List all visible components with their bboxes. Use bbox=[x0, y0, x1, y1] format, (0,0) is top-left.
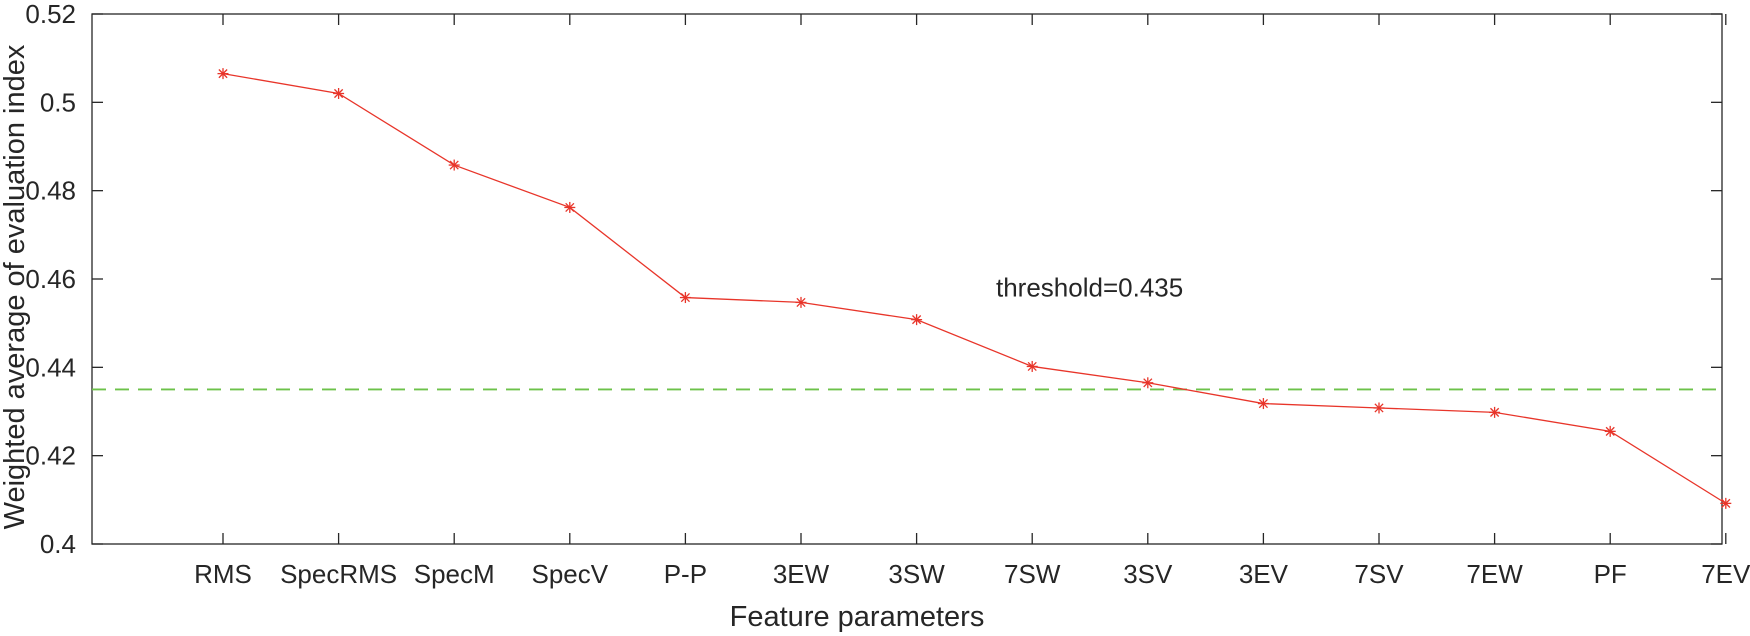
series-line bbox=[222, 72, 1727, 504]
data-point-marker bbox=[679, 292, 691, 304]
x-tick-label: 7SV bbox=[1354, 559, 1404, 589]
data-point-marker bbox=[448, 159, 460, 171]
y-tick-label: 0.44 bbox=[25, 352, 76, 382]
y-tick-label: 0.52 bbox=[25, 0, 76, 29]
x-axis: RMS SpecRMS SpecM SpecV P-P 3EW 3SW 7SW 3SV 3EV 7S… bbox=[194, 14, 1750, 589]
y-axis-label: Weighted average of evaluation index bbox=[0, 44, 31, 529]
y-tick-label: 0.4 bbox=[40, 529, 76, 559]
x-axis-label: Feature parameters bbox=[730, 601, 985, 633]
x-tick-label: 7SW bbox=[1004, 559, 1061, 589]
x-tick-label: 7EV bbox=[1701, 559, 1750, 589]
plot-area bbox=[91, 13, 1723, 545]
data-point-marker bbox=[1604, 425, 1616, 437]
x-tick-label: P-P bbox=[664, 559, 707, 589]
y-axis: 0.4 0.42 0.44 0.46 0.48 0.5 0.52 bbox=[25, 0, 1722, 559]
data-point-marker bbox=[1720, 497, 1732, 509]
threshold-annotation: threshold=0.435 bbox=[996, 273, 1183, 303]
data-point-marker bbox=[1373, 402, 1385, 414]
y-tick-label: 0.42 bbox=[25, 441, 76, 471]
data-point-marker bbox=[1489, 406, 1501, 418]
x-tick-label: 3EW bbox=[773, 559, 830, 589]
data-point-marker bbox=[1142, 377, 1154, 389]
x-tick-label: SpecV bbox=[531, 559, 608, 589]
x-tick-label: 3SW bbox=[888, 559, 945, 589]
x-tick-label: RMS bbox=[194, 559, 252, 589]
data-point-marker bbox=[217, 68, 229, 80]
data-point-marker bbox=[1257, 398, 1269, 410]
x-tick-label: 3EV bbox=[1239, 559, 1289, 589]
x-tick-label: SpecM bbox=[414, 559, 495, 589]
data-point-marker bbox=[333, 88, 345, 99]
data-point-marker bbox=[911, 314, 923, 326]
x-tick-label: SpecRMS bbox=[280, 559, 397, 589]
x-tick-label: 3SV bbox=[1123, 559, 1173, 589]
x-tick-label: PF bbox=[1594, 559, 1627, 589]
data-point-marker bbox=[1026, 360, 1038, 372]
data-point-marker bbox=[564, 201, 576, 213]
data-point-marker bbox=[795, 296, 807, 308]
y-tick-label: 0.5 bbox=[40, 87, 76, 117]
y-tick-label: 0.46 bbox=[25, 264, 76, 294]
y-tick-label: 0.48 bbox=[25, 176, 76, 206]
x-tick-label: 7EW bbox=[1466, 559, 1523, 589]
series-markers bbox=[217, 68, 1732, 509]
